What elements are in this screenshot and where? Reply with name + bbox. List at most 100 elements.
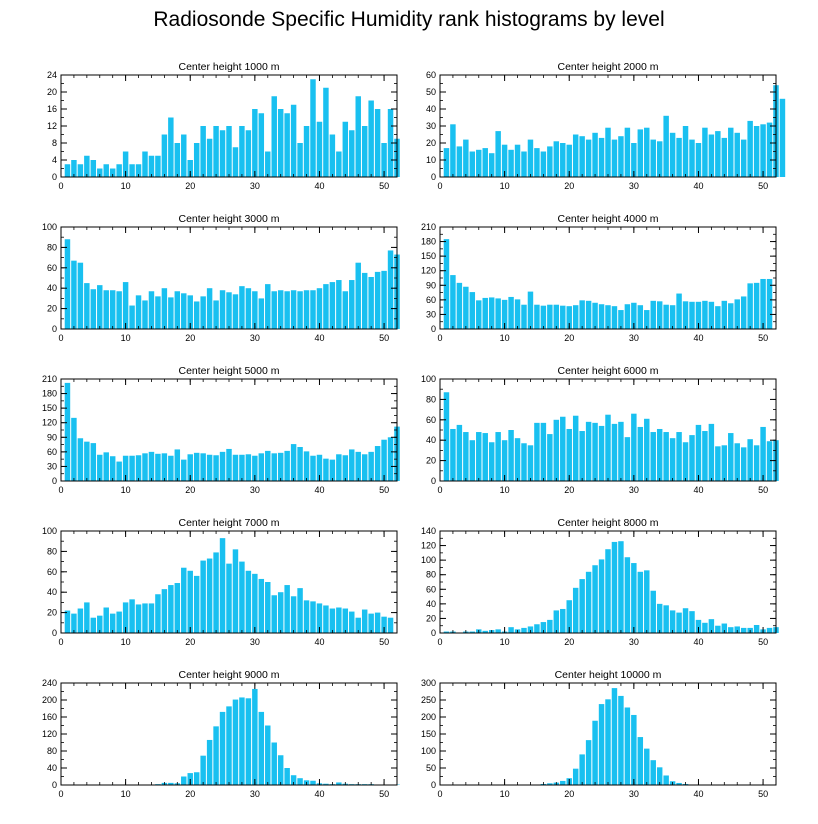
bar	[129, 599, 135, 633]
y-tick-label: 180	[42, 389, 57, 399]
bar	[323, 605, 329, 633]
bar	[219, 711, 226, 785]
bar	[644, 310, 650, 329]
x-tick-label: 30	[250, 637, 260, 647]
bar	[443, 239, 450, 329]
y-tick-label: 100	[421, 374, 436, 384]
bar	[77, 608, 84, 633]
bar	[187, 295, 193, 329]
bar	[547, 304, 553, 329]
bar	[740, 139, 747, 177]
bar	[374, 109, 381, 177]
bar	[669, 610, 676, 633]
bar	[219, 538, 226, 633]
bar	[219, 451, 226, 481]
bar	[450, 124, 456, 177]
bar	[488, 297, 495, 329]
bar	[521, 627, 527, 633]
bar	[637, 305, 644, 329]
bar	[540, 151, 547, 177]
y-tick-label: 40	[47, 283, 57, 293]
bar	[579, 579, 585, 633]
bar	[258, 453, 265, 481]
bar	[168, 585, 174, 633]
bar	[355, 262, 361, 329]
x-tick-label: 30	[629, 181, 639, 191]
bar	[527, 291, 534, 329]
bar	[753, 282, 760, 329]
x-tick-label: 10	[500, 485, 510, 495]
bar	[310, 290, 316, 329]
bar	[779, 98, 786, 177]
bar	[553, 141, 560, 177]
bar	[297, 778, 303, 785]
x-tick-label: 10	[121, 485, 131, 495]
bar	[682, 301, 689, 329]
bar	[495, 131, 501, 177]
x-tick-label: 10	[500, 181, 510, 191]
bar	[316, 603, 323, 633]
bar	[77, 438, 84, 481]
x-tick-label: 20	[185, 637, 195, 647]
y-tick-label: 0	[431, 780, 436, 790]
bar	[84, 441, 90, 481]
y-tick-label: 40	[426, 104, 436, 114]
x-tick-label: 0	[58, 637, 63, 647]
bar	[753, 445, 760, 481]
panel-2: Center height 2000 m 0 10 20 30 40 50 0 10 20 30 40…	[426, 61, 786, 191]
bar	[682, 126, 689, 177]
bar	[336, 280, 342, 329]
bar	[187, 454, 193, 481]
bar	[277, 109, 284, 177]
bar	[753, 126, 760, 177]
x-tick-label: 40	[693, 789, 703, 799]
bar	[456, 282, 463, 329]
bar	[656, 603, 663, 633]
bar	[631, 302, 637, 329]
panel-title: Center height 6000 m	[558, 365, 659, 377]
bar	[747, 120, 753, 177]
bar	[361, 272, 368, 329]
bar	[84, 602, 90, 633]
bar	[501, 299, 508, 329]
bar	[64, 382, 71, 481]
bar	[103, 164, 109, 177]
bar	[116, 164, 122, 177]
bar	[540, 422, 547, 481]
bar	[734, 299, 740, 329]
bar	[135, 295, 142, 329]
bar	[547, 146, 553, 177]
bar	[650, 139, 656, 177]
y-tick-label: 20	[426, 138, 436, 148]
bar	[206, 138, 213, 177]
bar	[443, 392, 450, 481]
bar	[361, 126, 368, 177]
bar	[271, 291, 277, 329]
bar	[508, 627, 514, 633]
bar	[631, 714, 637, 785]
y-tick-label: 200	[421, 712, 436, 722]
bar	[64, 610, 71, 633]
x-tick-label: 50	[758, 637, 768, 647]
bar	[501, 144, 508, 177]
bar	[495, 629, 501, 633]
panel-10: Center height 10000 m 0 10 20 30 40 50 0 50 100 15…	[421, 669, 777, 799]
bar	[349, 449, 355, 481]
bar	[174, 291, 181, 329]
bar	[456, 424, 463, 481]
bar	[284, 291, 290, 329]
bar	[265, 151, 271, 177]
bar	[663, 432, 669, 481]
x-tick-label: 40	[693, 333, 703, 343]
bar	[624, 304, 631, 329]
x-tick-label: 20	[564, 333, 574, 343]
bar	[206, 454, 213, 481]
bar	[181, 567, 187, 633]
bar	[109, 168, 116, 177]
bar	[637, 571, 644, 633]
bar	[219, 130, 226, 177]
y-tick-label: 40	[47, 587, 57, 597]
bar	[702, 622, 708, 633]
bar	[200, 296, 206, 329]
